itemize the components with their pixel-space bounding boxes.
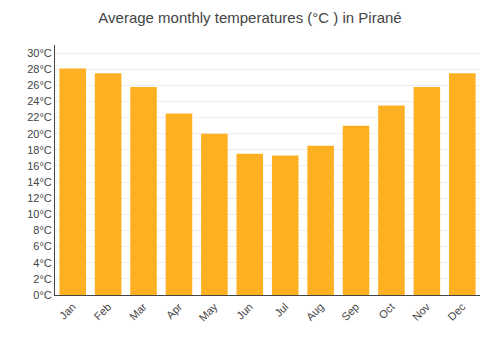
svg-text:Jul: Jul (272, 301, 290, 319)
svg-text:18°C: 18°C (27, 144, 52, 156)
svg-text:12°C: 12°C (27, 192, 52, 204)
svg-text:0°C: 0°C (33, 289, 52, 301)
svg-text:Average monthly temperatures (: Average monthly temperatures (°C ) in Pi… (98, 9, 401, 26)
svg-text:26°C: 26°C (27, 79, 52, 91)
svg-text:8°C: 8°C (33, 224, 52, 236)
svg-text:Aug: Aug (304, 301, 326, 323)
svg-text:Feb: Feb (92, 301, 114, 323)
svg-text:30°C: 30°C (27, 47, 52, 59)
svg-text:Apr: Apr (164, 300, 185, 321)
svg-text:14°C: 14°C (27, 176, 52, 188)
svg-text:10°C: 10°C (27, 208, 52, 220)
svg-text:Jun: Jun (234, 301, 255, 322)
svg-text:20°C: 20°C (27, 128, 52, 140)
svg-text:Mar: Mar (127, 300, 149, 322)
svg-text:24°C: 24°C (27, 95, 52, 107)
svg-text:16°C: 16°C (27, 160, 52, 172)
svg-text:Dec: Dec (445, 300, 468, 323)
svg-text:Jan: Jan (57, 301, 78, 322)
svg-text:Oct: Oct (376, 301, 397, 322)
svg-text:6°C: 6°C (33, 240, 52, 252)
svg-text:2°C: 2°C (33, 273, 52, 285)
svg-text:22°C: 22°C (27, 111, 52, 123)
svg-text:4°C: 4°C (33, 257, 52, 269)
svg-text:28°C: 28°C (27, 63, 52, 75)
svg-text:Sep: Sep (339, 301, 361, 323)
svg-text:May: May (197, 300, 221, 324)
svg-text:Nov: Nov (410, 300, 433, 323)
